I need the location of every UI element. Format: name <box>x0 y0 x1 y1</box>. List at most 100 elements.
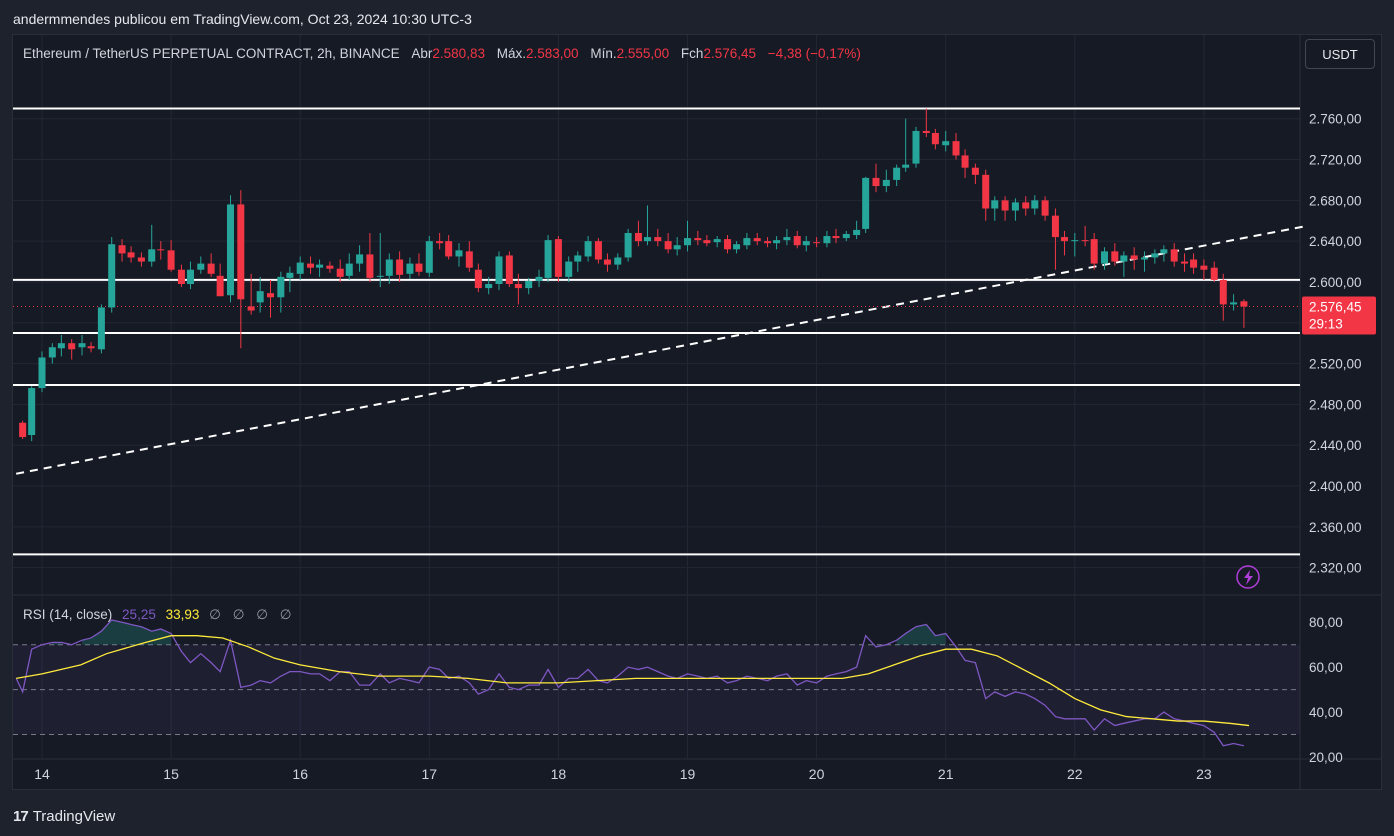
candle-body <box>356 254 364 264</box>
candle-body <box>753 238 761 242</box>
candle-body <box>436 241 444 244</box>
y-tick-label: 2.400,00 <box>1309 479 1362 494</box>
candle-body <box>167 250 175 270</box>
candle-body <box>1022 202 1030 209</box>
candle-body <box>1219 279 1227 305</box>
x-tick-label: 14 <box>34 766 50 782</box>
candle-body <box>733 244 741 250</box>
open-label: Abr <box>411 46 433 61</box>
candle-body <box>186 269 194 285</box>
candle-body <box>1160 249 1168 254</box>
candle-body <box>1111 251 1119 262</box>
lightning-icon <box>1236 565 1260 589</box>
rsi-extra-1: ∅ <box>209 607 221 622</box>
chart-panel[interactable]: 14 15 16 17 18 19 20 21 22 23 2.760,00 2.720,00 2.68… <box>12 34 1382 790</box>
candle-body <box>1031 200 1039 209</box>
candle-body <box>594 241 602 260</box>
candle-body <box>108 244 116 308</box>
candle-body <box>137 257 145 262</box>
bar-countdown-text: 29:13 <box>1309 316 1343 331</box>
candle-body <box>385 259 393 276</box>
candle-body <box>893 167 901 180</box>
candle-body <box>554 239 562 277</box>
y-tick-label: 2.640,00 <box>1309 234 1362 249</box>
candle-body <box>643 237 651 242</box>
candle-body <box>197 263 205 270</box>
rsi-extra-4: ∅ <box>279 607 292 622</box>
y-tick-label: 2.440,00 <box>1309 438 1362 453</box>
x-tick-label: 19 <box>680 766 696 782</box>
y-tick-label: 2.600,00 <box>1309 275 1362 290</box>
brand-name: TradingView <box>32 807 116 825</box>
candle-body <box>226 204 234 296</box>
y-tick-label: 2.320,00 <box>1309 561 1362 576</box>
rsi-extra-2: ∅ <box>232 607 245 622</box>
candle-body <box>1051 215 1059 238</box>
candle-body <box>1041 200 1049 216</box>
candle-body <box>1190 259 1198 268</box>
candle-body <box>505 255 513 285</box>
rsi-tick-label: 20,00 <box>1309 750 1343 765</box>
candle-body <box>793 236 801 246</box>
candle-body <box>1120 255 1128 262</box>
candle-body <box>802 241 810 246</box>
y-tick-label: 2.680,00 <box>1309 193 1362 208</box>
rsi-ma-value: 33,93 <box>165 607 200 622</box>
x-tick-label: 21 <box>938 766 954 782</box>
candle-body <box>247 306 255 311</box>
candle-body <box>87 346 95 349</box>
candle-body <box>584 241 592 257</box>
x-tick-label: 17 <box>422 766 438 782</box>
trendline <box>15 224 1308 475</box>
candle-body <box>1181 261 1189 264</box>
high-label: Máx. <box>496 46 526 61</box>
top-bar: andermmendes publicou em TradingView.com… <box>0 0 1394 38</box>
candle-body <box>684 238 691 246</box>
candle-body <box>614 257 622 265</box>
candle-body <box>28 388 36 436</box>
candle-body <box>157 249 165 251</box>
candle-body <box>922 130 930 133</box>
candle-body <box>931 132 939 145</box>
candle-body <box>853 229 861 236</box>
change-value: −4,38 (−0,17%) <box>767 46 861 61</box>
candle-body <box>724 239 732 250</box>
rsi-tick-label: 80,00 <box>1309 615 1343 630</box>
candle-body <box>902 164 910 168</box>
rsi-legend: RSI (14, close) 25,25 33,93 ∅ ∅ ∅ ∅ <box>23 607 292 623</box>
close-value: 2.576,45 <box>703 46 756 61</box>
candle-body <box>455 250 463 257</box>
candle-body <box>961 155 969 168</box>
candle-body <box>882 179 890 187</box>
candle-body <box>634 232 642 242</box>
candle-body <box>267 293 275 298</box>
y-tick-label: 2.480,00 <box>1309 397 1362 412</box>
candle-body <box>97 307 105 350</box>
candle-body <box>296 262 304 274</box>
currency-button[interactable]: USDT <box>1305 39 1375 69</box>
rsi-tick-label: 60,00 <box>1309 660 1343 675</box>
candle-body <box>127 252 135 258</box>
x-tick-label: 22 <box>1067 766 1083 782</box>
candle-body <box>1001 200 1009 211</box>
candle-body <box>495 256 503 285</box>
rsi-title[interactable]: RSI (14, close) <box>23 607 113 622</box>
candle-body <box>1141 257 1149 260</box>
footer-brand[interactable]: 17 TradingView <box>13 804 115 828</box>
candle-body <box>48 347 56 358</box>
candle-body <box>474 269 482 289</box>
low-value: 2.555,00 <box>616 46 670 61</box>
rsi-overbought-fill <box>896 624 946 645</box>
candle-body <box>38 357 46 389</box>
candle-body <box>336 268 344 277</box>
candle-body <box>415 263 423 272</box>
symbol-legend: Ethereum / TetherUS PERPETUAL CONTRACT, … <box>23 46 861 61</box>
candle-body <box>813 242 821 244</box>
candle-body <box>624 232 632 258</box>
chart-canvas[interactable]: 14 15 16 17 18 19 20 21 22 23 2.760,00 2.720,00 2.68… <box>13 35 1382 790</box>
candle-body <box>544 240 552 278</box>
candle-body <box>1170 249 1178 262</box>
candle-body <box>654 237 662 242</box>
candle-body <box>565 261 573 277</box>
symbol-title[interactable]: Ethereum / TetherUS PERPETUAL CONTRACT, … <box>23 46 400 61</box>
